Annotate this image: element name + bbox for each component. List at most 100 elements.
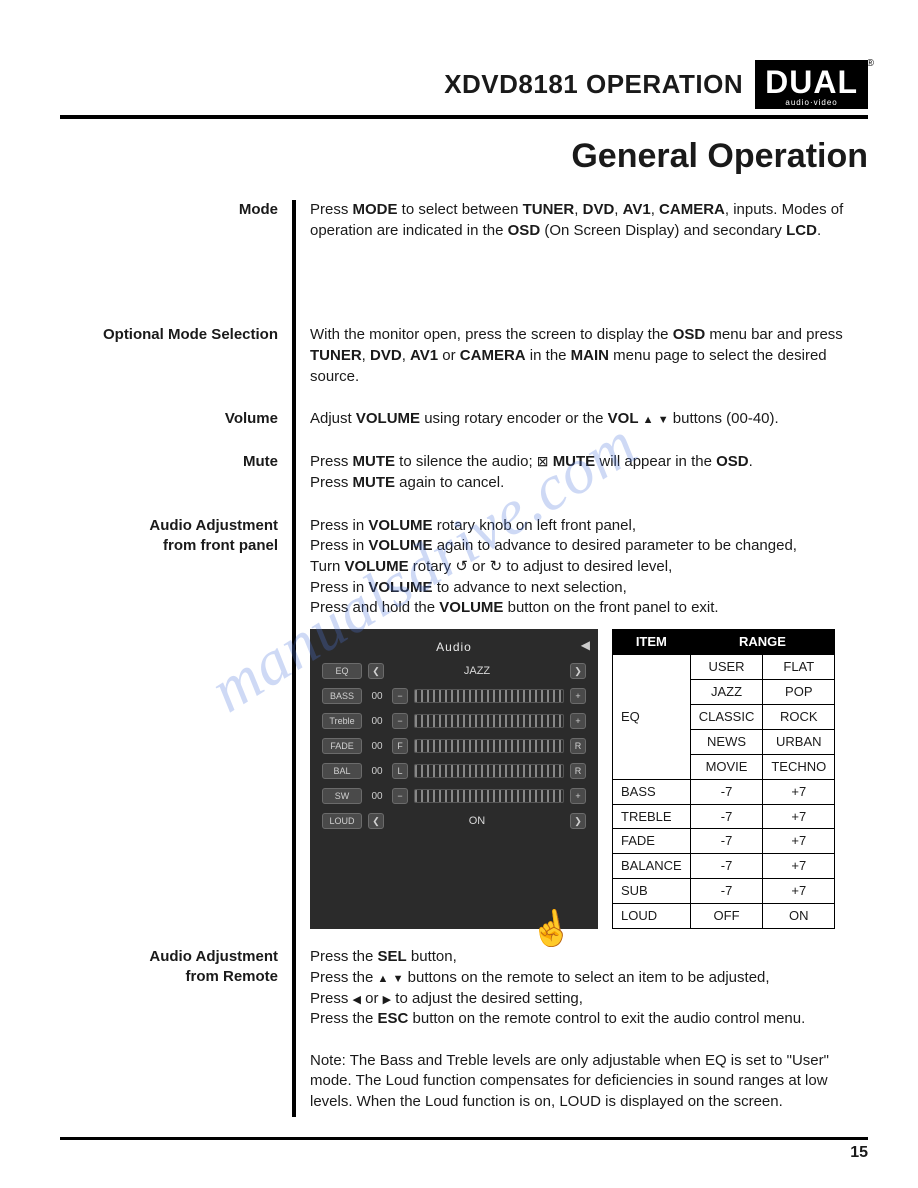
triangle-down-icon xyxy=(393,969,404,986)
rotate-ccw-icon xyxy=(455,558,468,575)
table-row: SUB-7+7 xyxy=(613,879,835,904)
bold: VOL xyxy=(608,410,639,427)
osd-inc-button[interactable]: + xyxy=(570,713,586,729)
body-audio-remote: Press the SEL button, Press the buttons … xyxy=(292,947,868,1117)
osd-label: FADE xyxy=(322,738,362,754)
osd-prev-button[interactable]: ❮ xyxy=(368,813,384,829)
osd-dec-button[interactable]: − xyxy=(392,688,408,704)
bold: MUTE xyxy=(353,474,396,491)
registered-mark: ® xyxy=(867,58,874,69)
osd-inc-button[interactable]: R xyxy=(570,763,586,779)
section-mode: Mode Press MODE to select between TUNER,… xyxy=(60,200,868,245)
bold: MODE xyxy=(353,201,398,218)
bold: AV1 xyxy=(623,201,651,218)
text: With the monitor open, press the screen … xyxy=(310,326,673,343)
osd-label: EQ xyxy=(322,663,362,679)
text: Press xyxy=(310,453,353,470)
osd-next-button[interactable]: ❯ xyxy=(570,663,586,679)
rotate-cw-icon xyxy=(490,558,503,575)
text: or xyxy=(438,347,460,364)
text: Adjust xyxy=(310,410,356,427)
spacer xyxy=(60,434,868,452)
osd-slider[interactable] xyxy=(414,714,564,728)
bold: MAIN xyxy=(571,347,609,364)
osd-dec-button[interactable]: − xyxy=(392,713,408,729)
cell-range: -7 xyxy=(690,779,763,804)
bold: VOLUME xyxy=(356,410,420,427)
label-volume: Volume xyxy=(60,409,292,434)
osd-label: BAL xyxy=(322,763,362,779)
cell-item: TREBLE xyxy=(613,804,691,829)
osd-and-table: ◀ Audio EQ❮JAZZ❯BASS00−+Treble00−+FADE00… xyxy=(310,629,868,929)
cell-range: -7 xyxy=(690,879,763,904)
cell-item: BASS xyxy=(613,779,691,804)
osd-dec-button[interactable]: F xyxy=(392,738,408,754)
bold: SEL xyxy=(378,948,407,965)
osd-inc-button[interactable]: + xyxy=(570,788,586,804)
cell-item: BALANCE xyxy=(613,854,691,879)
osd-dec-button[interactable]: L xyxy=(392,763,408,779)
osd-row: Treble00−+ xyxy=(322,711,586,731)
section-audio-remote: Audio Adjustment from Remote Press the S… xyxy=(60,947,868,1117)
bold: VOLUME xyxy=(344,558,408,575)
content-area: Mode Press MODE to select between TUNER,… xyxy=(60,200,868,1117)
spacer xyxy=(60,391,868,409)
osd-inc-button[interactable]: + xyxy=(570,688,586,704)
osd-value: ON xyxy=(390,814,564,829)
cell-range: ROCK xyxy=(763,704,835,729)
body-mode: Press MODE to select between TUNER, DVD,… xyxy=(292,200,868,245)
table-header-row: ITEM RANGE xyxy=(613,629,835,654)
text: button on the front panel to exit. xyxy=(503,599,718,616)
bold: VOLUME xyxy=(368,537,432,554)
body-volume: Adjust VOLUME using rotary encoder or th… xyxy=(292,409,868,434)
cell-range: -7 xyxy=(690,804,763,829)
bold: DVD xyxy=(370,347,402,364)
osd-panel: ◀ Audio EQ❮JAZZ❯BASS00−+Treble00−+FADE00… xyxy=(310,629,598,929)
osd-row: LOUD❮ON❯ xyxy=(322,811,586,831)
osd-slider[interactable] xyxy=(414,739,564,753)
body-optional: With the monitor open, press the screen … xyxy=(292,325,868,391)
osd-row: EQ❮JAZZ❯ xyxy=(322,661,586,681)
cell-item: LOUD xyxy=(613,904,691,929)
osd-row: BAL 00 L R xyxy=(322,761,586,781)
text: again to advance to desired parameter to… xyxy=(433,537,797,554)
bold: CAMERA xyxy=(659,201,725,218)
osd-prev-button[interactable]: ❮ xyxy=(368,663,384,679)
footer-rule xyxy=(60,1137,868,1140)
osd-value: 00 xyxy=(368,765,386,779)
osd-value: 00 xyxy=(368,790,386,804)
text: Press in xyxy=(310,579,368,596)
osd-row: BASS00−+ xyxy=(322,686,586,706)
triangle-down-icon xyxy=(658,410,669,427)
cell-range: TECHNO xyxy=(763,754,835,779)
bold: MUTE xyxy=(553,453,596,470)
cell-range: OFF xyxy=(690,904,763,929)
text: button on the remote control to exit the… xyxy=(408,1010,805,1027)
body-audio-panel: Press in VOLUME rotary knob on left fron… xyxy=(292,516,868,948)
table-row: FADE-7+7 xyxy=(613,829,835,854)
cell-range: ON xyxy=(763,904,835,929)
osd-dec-button[interactable]: − xyxy=(392,788,408,804)
osd-next-button[interactable]: ❯ xyxy=(570,813,586,829)
osd-slider[interactable] xyxy=(414,764,564,778)
label-optional: Optional Mode Selection xyxy=(60,325,292,391)
text: (On Screen Display) and secondary xyxy=(540,222,786,239)
osd-label: SW xyxy=(322,788,362,804)
text: button, xyxy=(407,948,457,965)
triangle-up-icon xyxy=(643,410,654,427)
bold: OSD xyxy=(716,453,749,470)
label-mute: Mute xyxy=(60,452,292,497)
osd-inc-button[interactable]: R xyxy=(570,738,586,754)
osd-slider[interactable] xyxy=(414,789,564,803)
cell-range: NEWS xyxy=(690,729,763,754)
text: Press xyxy=(310,201,353,218)
text: Press in xyxy=(310,537,368,554)
cell-range: JAZZ xyxy=(690,679,763,704)
text: . xyxy=(817,222,821,239)
cell-range: USER xyxy=(690,654,763,679)
section-audio-panel: Audio Adjustment from front panel Press … xyxy=(60,516,868,948)
osd-value: 00 xyxy=(368,715,386,729)
cell-range: FLAT xyxy=(763,654,835,679)
text: buttons (00-40). xyxy=(669,410,779,427)
osd-slider[interactable] xyxy=(414,689,564,703)
